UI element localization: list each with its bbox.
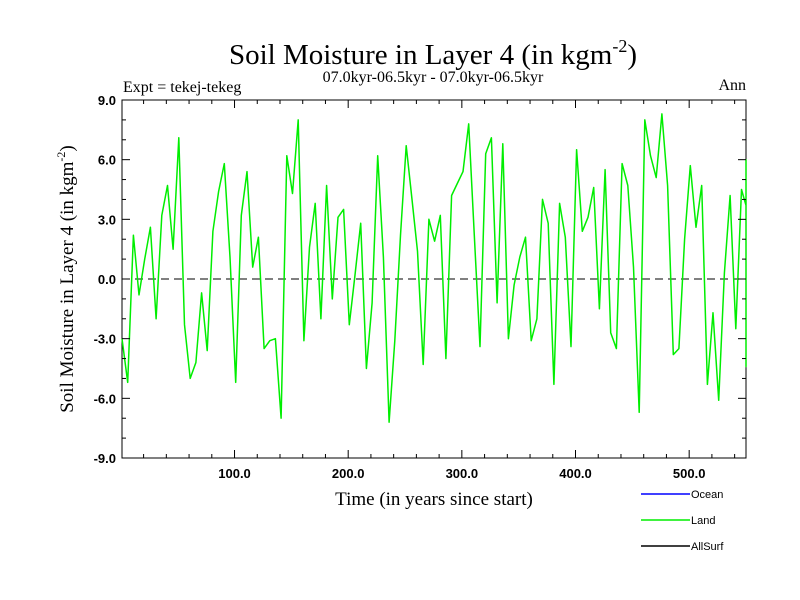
chart-title-sup: -2 bbox=[612, 36, 627, 56]
legend-label-ocean: Ocean bbox=[691, 489, 723, 501]
x-tick-label: 200.0 bbox=[332, 466, 365, 481]
y-tick-label: 9.0 bbox=[98, 93, 116, 108]
y-tick-label: -3.0 bbox=[94, 332, 116, 347]
land-series-line bbox=[121, 113, 747, 423]
x-tick-label: 500.0 bbox=[673, 466, 706, 481]
legend: Ocean Land AllSurf bbox=[641, 489, 724, 553]
season-label: Ann bbox=[718, 77, 746, 94]
x-axis-label: Time (in years since start) bbox=[335, 489, 533, 510]
expt-label: Expt = tekej-tekeg bbox=[123, 79, 241, 96]
chart-title-end: ) bbox=[627, 39, 637, 71]
x-tick-label: 300.0 bbox=[446, 466, 479, 481]
legend-label-land: Land bbox=[691, 515, 715, 527]
plot-area bbox=[121, 99, 747, 459]
y-tick-label: -6.0 bbox=[94, 391, 116, 406]
y-axis-label-main: Soil Moisture in Layer 4 (in kgm bbox=[57, 161, 78, 412]
y-axis-label-sup: -2 bbox=[54, 152, 68, 162]
y-tick-label: 6.0 bbox=[98, 153, 116, 168]
y-axis-label-end: ) bbox=[57, 145, 78, 151]
legend-label-allsurf: AllSurf bbox=[691, 541, 724, 553]
y-axis-ticks: -9.0 -6.0 -3.0 0.0 3.0 6.0 9.0 bbox=[94, 93, 746, 466]
x-axis-ticks: 100.0 200.0 300.0 400.0 500.0 bbox=[143, 100, 736, 481]
y-tick-label: 3.0 bbox=[98, 212, 116, 227]
chart-title: Soil Moisture in Layer 4 (in kgm-2) bbox=[229, 36, 637, 71]
period-label: 07.0kyr-06.5kyr - 07.0kyr-06.5kyr bbox=[323, 69, 544, 86]
y-axis-label: Soil Moisture in Layer 4 (in kgm-2) bbox=[54, 145, 78, 413]
x-tick-label: 400.0 bbox=[559, 466, 592, 481]
y-tick-label: 0.0 bbox=[98, 272, 116, 287]
x-tick-label: 100.0 bbox=[218, 466, 251, 481]
y-tick-label: -9.0 bbox=[94, 451, 116, 466]
chart-title-main: Soil Moisture in Layer 4 (in kgm bbox=[229, 39, 613, 71]
